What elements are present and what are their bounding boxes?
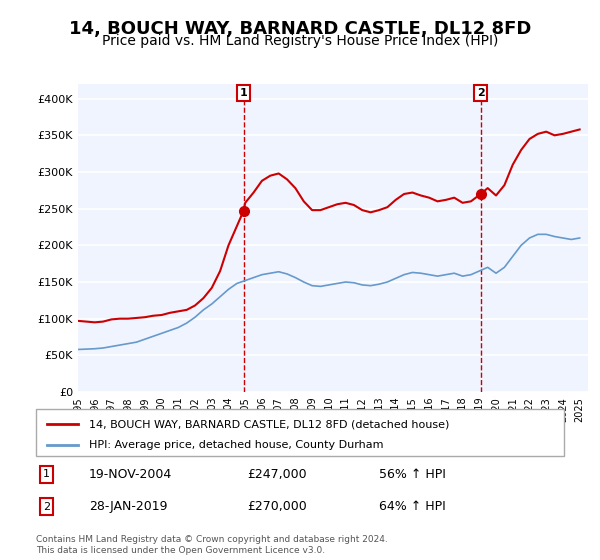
Text: 14, BOUCH WAY, BARNARD CASTLE, DL12 8FD: 14, BOUCH WAY, BARNARD CASTLE, DL12 8FD <box>69 20 531 38</box>
Text: Contains HM Land Registry data © Crown copyright and database right 2024.: Contains HM Land Registry data © Crown c… <box>36 535 388 544</box>
Text: HPI: Average price, detached house, County Durham: HPI: Average price, detached house, Coun… <box>89 440 383 450</box>
Text: This data is licensed under the Open Government Licence v3.0.: This data is licensed under the Open Gov… <box>36 546 325 555</box>
Text: £270,000: £270,000 <box>247 500 307 513</box>
Text: Price paid vs. HM Land Registry's House Price Index (HPI): Price paid vs. HM Land Registry's House … <box>102 34 498 48</box>
Text: 64% ↑ HPI: 64% ↑ HPI <box>379 500 446 513</box>
Text: 1: 1 <box>239 88 247 98</box>
Text: 2: 2 <box>43 502 50 512</box>
Text: 14, BOUCH WAY, BARNARD CASTLE, DL12 8FD (detached house): 14, BOUCH WAY, BARNARD CASTLE, DL12 8FD … <box>89 419 449 429</box>
Text: 2: 2 <box>477 88 485 98</box>
FancyBboxPatch shape <box>36 409 564 456</box>
Text: 56% ↑ HPI: 56% ↑ HPI <box>379 468 446 481</box>
Text: 28-JAN-2019: 28-JAN-2019 <box>89 500 167 513</box>
Text: 1: 1 <box>43 469 50 479</box>
Text: 19-NOV-2004: 19-NOV-2004 <box>89 468 172 481</box>
Text: £247,000: £247,000 <box>247 468 307 481</box>
